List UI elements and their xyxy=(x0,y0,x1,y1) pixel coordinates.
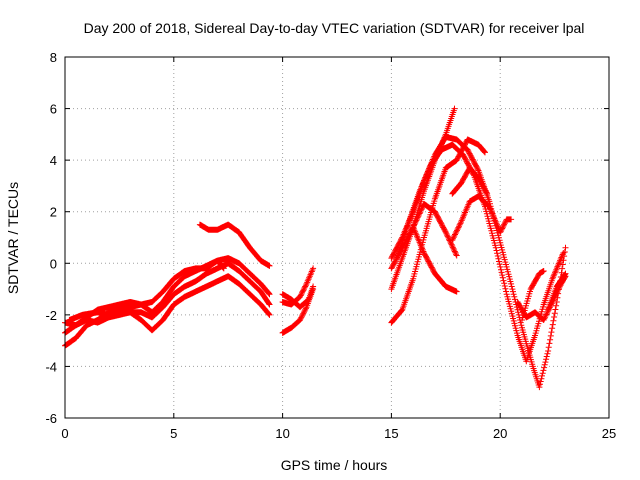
y-tick-label: -2 xyxy=(45,308,57,323)
y-tick-labels: -6 -4 -2 0 2 4 6 8 xyxy=(45,50,57,426)
x-tick-labels: 0 5 10 15 20 25 xyxy=(61,426,616,441)
chart-title: Day 200 of 2018, Sidereal Day-to-day VTE… xyxy=(84,20,585,36)
series-track-14 xyxy=(410,224,460,295)
y-tick-label: -6 xyxy=(45,411,57,426)
plus-markers xyxy=(545,270,569,313)
x-axis-label: GPS time / hours xyxy=(281,457,388,473)
series-track-15 xyxy=(449,193,515,244)
series-track-18 xyxy=(519,268,547,323)
plus-markers xyxy=(66,273,273,334)
y-axis-label: SDTVAR / TECUs xyxy=(5,182,21,294)
plus-markers xyxy=(410,224,460,295)
y-tick-label: 0 xyxy=(50,256,57,271)
data-marks xyxy=(62,105,569,391)
x-tick-label: 10 xyxy=(275,426,289,441)
y-tick-label: 2 xyxy=(50,205,57,220)
series-track-16 xyxy=(449,164,491,197)
plus-markers xyxy=(388,105,458,293)
x-tick-label: 25 xyxy=(602,426,616,441)
y-tick-label: 4 xyxy=(50,153,57,168)
grid-lines xyxy=(64,56,610,419)
y-tick-label: 6 xyxy=(50,102,57,117)
y-tick-label: -4 xyxy=(45,359,57,374)
series-track-19 xyxy=(545,270,569,313)
x-tick-label: 0 xyxy=(61,426,68,441)
plus-markers xyxy=(449,164,491,197)
plus-markers xyxy=(279,283,317,311)
plus-markers xyxy=(196,221,273,269)
series-track-10 xyxy=(388,105,458,293)
x-tick-label: 5 xyxy=(170,426,177,441)
series-track-8 xyxy=(279,283,317,311)
x-tick-label: 15 xyxy=(384,426,398,441)
plus-markers xyxy=(449,193,515,244)
plus-markers xyxy=(519,268,547,323)
x-tick-label: 20 xyxy=(493,426,507,441)
y-tick-label: 8 xyxy=(50,50,57,65)
series-track-5 xyxy=(196,221,273,269)
series-track-4 xyxy=(66,273,273,334)
plot-border xyxy=(64,56,610,419)
